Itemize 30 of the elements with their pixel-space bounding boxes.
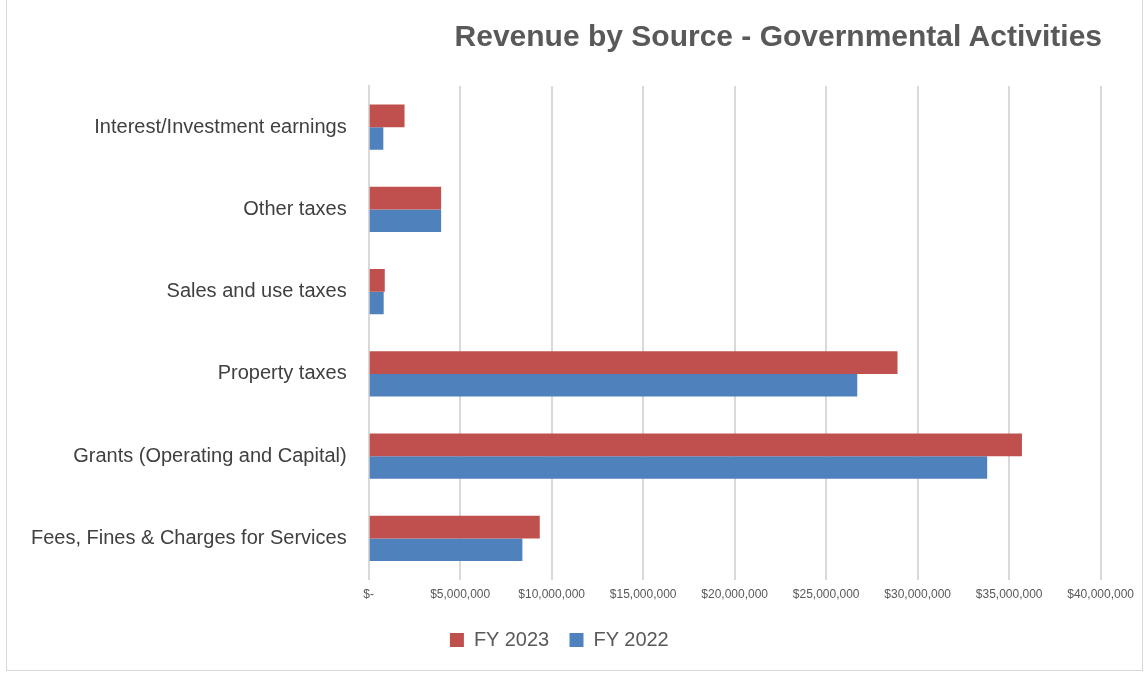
bar (369, 433, 1022, 457)
x-tick-label: $40,000,000 (1067, 587, 1135, 602)
y-tick-label: Interest/Investment earnings (94, 114, 347, 137)
bar (369, 209, 442, 233)
legend-label: FY 2022 (593, 627, 669, 650)
y-tick-label: Sales and use taxes (166, 279, 347, 302)
bar (369, 269, 385, 292)
x-tick-label: $15,000,000 (609, 587, 677, 602)
bar (369, 186, 442, 210)
x-tick-label: $10,000,000 (518, 587, 586, 602)
y-tick-label: Property taxes (217, 361, 347, 384)
y-tick-label: Fees, Fines & Charges for Services (30, 525, 347, 548)
y-tick-label: Other taxes (243, 196, 347, 219)
bar (369, 538, 523, 562)
bar (369, 351, 898, 374)
chart-title: Revenue by Source - Governmental Activities (454, 19, 1102, 53)
y-tick-label: Grants (Operating and Capital) (73, 443, 347, 466)
x-tick-label: $5,000,000 (430, 587, 491, 602)
x-tick-label: $35,000,000 (975, 587, 1043, 602)
bar (369, 127, 384, 150)
x-tick-label: $30,000,000 (884, 587, 952, 602)
x-tick-label: $20,000,000 (701, 587, 769, 602)
bar (369, 515, 540, 539)
x-tick-label: $- (363, 587, 375, 602)
bar (369, 373, 858, 397)
bar (369, 104, 405, 128)
legend-label: FY 2023 (473, 627, 550, 650)
bar (369, 456, 988, 479)
x-tick-label: $25,000,000 (792, 587, 860, 602)
bar (369, 291, 384, 315)
